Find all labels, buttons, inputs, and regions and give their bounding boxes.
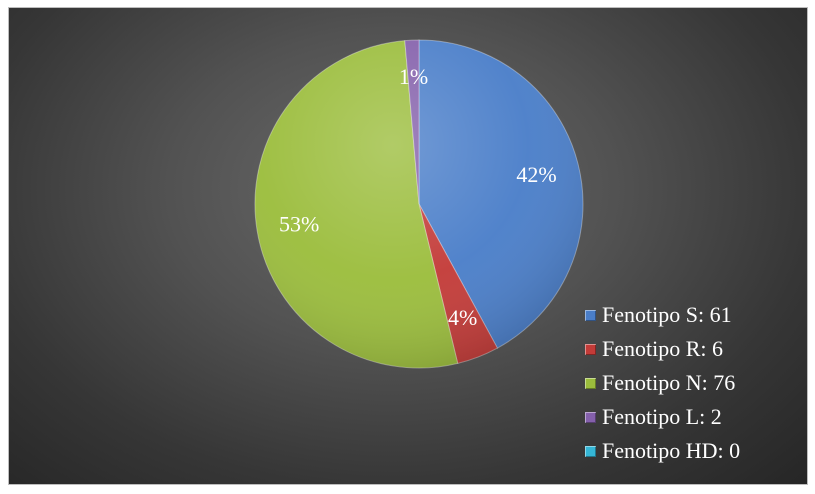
legend: Fenotipo S: 61 Fenotipo R: 6 Fenotipo N:… [585,298,807,468]
legend-swatch-hd [585,446,596,457]
chart-area: 42% 4% 53% 1% Fenotipo S: 61 Fenotipo R: 6 … [8,7,808,485]
legend-label-hd: Fenotipo HD: 0 [602,438,741,463]
legend-label-s: Fenotipo S: 61 [602,302,732,327]
percent-label-1: 4% [448,305,477,330]
legend-swatch-n [585,378,596,389]
legend-swatch-s [585,310,596,321]
legend-label-l: Fenotipo L: 2 [602,404,722,429]
legend-item-r[interactable]: Fenotipo R: 6 [585,332,807,366]
legend-label-n: Fenotipo N: 76 [602,370,736,395]
legend-swatch-l [585,412,596,423]
percent-labels: 42% 4% 53% 1% [279,64,557,330]
legend-swatch-r [585,344,596,355]
percent-label-0: 42% [516,162,556,187]
percent-label-3: 1% [399,64,428,89]
legend-item-s[interactable]: Fenotipo S: 61 [585,298,807,332]
legend-item-n[interactable]: Fenotipo N: 76 [585,366,807,400]
legend-item-hd[interactable]: Fenotipo HD: 0 [585,434,807,468]
percent-label-2: 53% [279,212,319,237]
legend-label-r: Fenotipo R: 6 [602,336,724,361]
legend-item-l[interactable]: Fenotipo L: 2 [585,400,807,434]
pie-slices [254,39,584,369]
